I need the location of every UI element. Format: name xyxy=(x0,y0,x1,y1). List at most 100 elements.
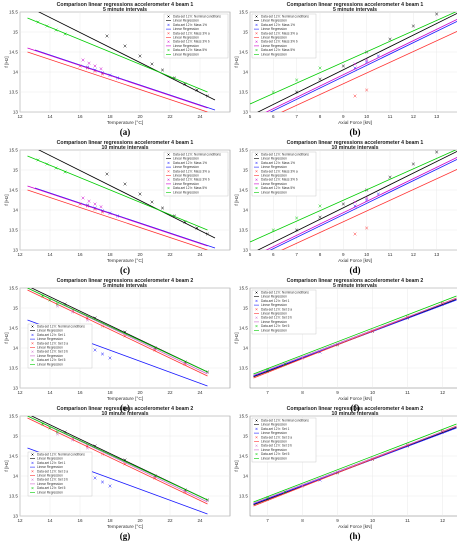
x-tick-label: 9 xyxy=(342,114,345,119)
legend-entry: Data-set 12 h: Mass 1% xyxy=(261,23,295,27)
regression-line xyxy=(253,298,457,376)
legend-entry: Data-set 12 h: Mass 3% a xyxy=(173,31,210,35)
legend-entry: Linear Regression xyxy=(261,36,287,40)
plot-marks xyxy=(27,12,216,112)
data-point xyxy=(138,192,142,196)
legend-marker-swatch xyxy=(255,316,258,319)
x-tick-label: 12 xyxy=(17,252,23,257)
x-tick-label: 13 xyxy=(434,114,440,119)
data-point xyxy=(160,206,165,210)
legend-entry: Linear Regression xyxy=(37,465,63,469)
data-point xyxy=(435,12,439,16)
data-point xyxy=(93,64,97,68)
legend-marker-swatch xyxy=(167,186,170,190)
legend-marker-swatch xyxy=(167,161,170,165)
legend-entry: Data-set 12 h: Mass 5% xyxy=(261,48,295,52)
x-tick-label: 24 xyxy=(197,114,203,119)
legend-box xyxy=(251,151,317,197)
legend-entry: Data-set 12 h: Set 5 xyxy=(261,324,290,328)
data-point xyxy=(411,162,415,166)
legend-entry: Linear Regression xyxy=(261,303,287,307)
legend-entry: Linear Regression xyxy=(173,44,199,48)
data-point xyxy=(108,356,112,360)
legend-entry: Data-set 12 h: Mass 3% a xyxy=(173,169,210,173)
legend-entry: Linear Regression xyxy=(261,456,287,460)
data-point xyxy=(295,78,299,82)
data-point xyxy=(388,175,392,179)
legend-entry: Linear Regression xyxy=(261,19,287,23)
chart-title: Comparison linear regressions accelerome… xyxy=(57,406,194,412)
data-point xyxy=(150,62,154,66)
y-tick-label: 15 xyxy=(13,306,19,311)
plot-marks xyxy=(250,150,457,250)
plot-marks xyxy=(27,416,210,515)
x-axis-label: Temperature [°C] xyxy=(107,120,143,126)
regression-line xyxy=(27,288,208,373)
chart-panel-5: Comparison linear regressions accelerome… xyxy=(4,278,231,413)
x-tick-label: 11 xyxy=(388,252,393,257)
y-tick-label: 13 xyxy=(13,386,19,391)
data-point xyxy=(85,318,90,322)
x-tick-label: 7 xyxy=(295,252,298,257)
regression-line xyxy=(27,47,208,109)
data-point xyxy=(341,64,345,68)
data-point xyxy=(283,490,287,494)
x-axis-label: Temperature [°C] xyxy=(107,524,143,530)
y-tick-label: 13.5 xyxy=(9,494,18,499)
y-tick-label: 15 xyxy=(243,434,249,439)
y-tick-label: 13 xyxy=(13,248,19,253)
data-point xyxy=(353,200,357,204)
legend-entry: Linear Regression xyxy=(261,52,287,56)
legend-marker-swatch xyxy=(167,15,170,18)
data-point xyxy=(81,196,85,200)
data-point xyxy=(93,476,97,480)
data-point xyxy=(55,430,60,434)
legend: Data-set 12 h: Nominal conditionsLinear … xyxy=(163,151,229,197)
legend-entry: Linear Regression xyxy=(37,354,63,358)
plot-marks xyxy=(253,423,457,507)
chart-title: Comparison linear regressions accelerome… xyxy=(287,2,424,8)
x-tick-label: 24 xyxy=(197,518,203,523)
data-point xyxy=(93,202,97,206)
x-tick-label: 22 xyxy=(167,518,173,523)
y-tick-label: 15 xyxy=(13,30,19,35)
chart-title: Comparison linear regressions accelerome… xyxy=(287,278,424,284)
x-tick-label: 10 xyxy=(364,114,370,119)
data-point xyxy=(99,67,103,71)
x-tick-label: 6 xyxy=(272,114,275,119)
x-tick-label: 12 xyxy=(17,390,23,395)
data-point xyxy=(138,54,142,58)
legend-entry: Data-set 12 h: Set 3 a xyxy=(261,307,292,311)
legend-marker-swatch xyxy=(255,15,258,18)
legend-marker-swatch xyxy=(255,32,258,35)
legend-entry: Linear Regression xyxy=(37,337,63,341)
legend-marker-swatch xyxy=(31,342,34,345)
legend: Data-set 12 h: Nominal conditionsLinear … xyxy=(251,13,317,59)
legend-box xyxy=(27,323,93,369)
chart-panel-8: Comparison linear regressions accelerome… xyxy=(234,406,457,541)
legend-marker-swatch xyxy=(255,452,258,456)
chart-panel-2: Comparison linear regressions accelerome… xyxy=(234,2,457,137)
legend-entry: Linear Regression xyxy=(173,165,199,169)
legend-entry: Data-set 12 h: Set 3 a xyxy=(261,435,292,439)
legend-entry: Linear Regression xyxy=(261,44,287,48)
data-point xyxy=(341,202,345,206)
data-point xyxy=(353,232,357,236)
x-tick-label: 20 xyxy=(137,518,143,523)
legend-entry: Data-set 12 h: Nominal conditions xyxy=(261,15,309,19)
x-axis-label: Axial Force [kN] xyxy=(338,258,372,264)
legend-entry: Data-set 12 h: Set 5 xyxy=(261,452,290,456)
legend-entry: Linear Regression xyxy=(173,157,199,161)
legend-entry: Linear Regression xyxy=(37,329,63,333)
panel-label: (b) xyxy=(350,127,361,137)
chart-subtitle: 10 minute intervals xyxy=(332,411,379,417)
x-tick-label: 14 xyxy=(47,518,53,523)
regression-line xyxy=(27,17,208,93)
legend-entry: Data-set 12 h: Nominal conditions xyxy=(37,325,85,329)
data-point xyxy=(108,484,112,488)
regression-line xyxy=(250,150,457,243)
x-tick-label: 24 xyxy=(197,390,203,395)
legend-entry: Linear Regression xyxy=(261,440,287,444)
legend-entry: Linear Regression xyxy=(261,423,287,427)
